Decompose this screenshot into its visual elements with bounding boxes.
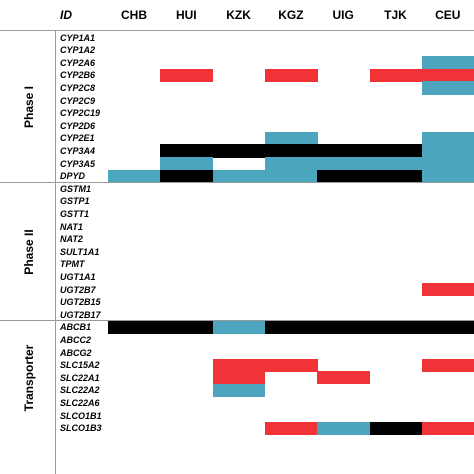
heatmap-cell-cyp3a5-tjk xyxy=(369,157,423,171)
gene-label-gstm1: GSTM1 xyxy=(60,183,92,194)
heatmap-cell-slc15a2-kgz xyxy=(264,358,318,372)
gene-label-nat1: NAT1 xyxy=(60,221,83,232)
gene-label-ugt2b15: UGT2B15 xyxy=(60,297,101,308)
gene-label-cyp3a4: CYP3A4 xyxy=(60,145,96,156)
heatmap-cell-dpyd-hui xyxy=(160,169,214,183)
heatmap-cell-cyp3a4-hui xyxy=(160,144,214,158)
heatmap-cell-slc15a2-ceu xyxy=(421,358,474,372)
gene-label-tpmt: TPMT xyxy=(60,259,85,270)
heatmap-cell-abcb1-ceu xyxy=(421,320,474,334)
gene-label-ugt2b7: UGT2B7 xyxy=(60,284,96,295)
heatmap-cell-cyp3a4-kzk xyxy=(212,144,266,158)
gene-label-cyp2b6: CYP2B6 xyxy=(60,70,96,81)
gene-label-cyp2a6: CYP2A6 xyxy=(60,57,96,68)
gene-label-cyp3a5: CYP3A5 xyxy=(60,158,96,169)
gene-label-slco1b3: SLCO1B3 xyxy=(60,423,102,434)
group-label-phase-i: Phase I xyxy=(22,85,36,128)
gene-label-dpyd: DPYD xyxy=(60,171,86,182)
heatmap-cell-abcb1-chb xyxy=(108,320,161,334)
column-label-tjk: TJK xyxy=(384,8,407,22)
gene-label-ugt2b17: UGT2B17 xyxy=(60,309,101,320)
gene-label-gstt1: GSTT1 xyxy=(60,208,90,219)
gene-label-abcc2: ABCC2 xyxy=(60,334,92,345)
gene-label-cyp2e1: CYP2E1 xyxy=(60,133,95,144)
gene-label-cyp2d6: CYP2D6 xyxy=(60,120,96,131)
gene-label-slc22a2: SLC22A2 xyxy=(60,385,100,396)
heatmap-cell-abcb1-tjk xyxy=(369,320,423,334)
gene-label-abcb1: ABCB1 xyxy=(60,322,92,333)
id-column-label: ID xyxy=(60,8,72,22)
column-label-chb: CHB xyxy=(121,8,147,22)
heatmap-cell-ugt2b7-ceu xyxy=(421,283,474,297)
gene-label-gstp1: GSTP1 xyxy=(60,196,90,207)
column-label-ceu: CEU xyxy=(435,8,461,22)
heatmap-cell-dpyd-tjk xyxy=(369,169,423,183)
column-label-uig: UIG xyxy=(332,8,354,22)
group-divider xyxy=(0,181,474,183)
heatmap-cell-cyp3a4-uig xyxy=(317,144,371,158)
group-label-phase-ii: Phase II xyxy=(22,228,36,275)
heatmap-cell-cyp2e1-kgz xyxy=(264,131,318,145)
heatmap-cell-slc22a2-kzk xyxy=(212,383,266,397)
column-label-kgz: KGZ xyxy=(278,8,304,22)
heatmap-cell-cyp3a4-kgz xyxy=(264,144,318,158)
gene-label-sult1a1: SULT1A1 xyxy=(60,246,100,257)
gene-label-ugt1a1: UGT1A1 xyxy=(60,271,96,282)
heatmap-cell-abcb1-uig xyxy=(317,320,371,334)
heatmap-cell-dpyd-ceu xyxy=(421,169,474,183)
column-label-hui: HUI xyxy=(175,8,197,22)
heatmap-cell-abcb1-kzk xyxy=(212,320,266,334)
column-label-kzk: KZK xyxy=(226,8,251,22)
gene-label-abcg2: ABCG2 xyxy=(60,347,92,358)
heatmap-cell-slc15a2-kzk xyxy=(212,358,266,372)
gene-label-cyp1a2: CYP1A2 xyxy=(60,45,96,56)
heatmap-cell-slco1b3-uig xyxy=(317,421,371,435)
heatmap-cell-dpyd-chb xyxy=(108,169,161,183)
heatmap-cell-cyp2b6-tjk xyxy=(369,68,423,82)
gene-label-cyp2c9: CYP2C9 xyxy=(60,95,96,106)
heatmap-cell-cyp2a6-ceu xyxy=(421,56,474,70)
heatmap-cell-slc22a1-kzk xyxy=(212,371,266,385)
gene-label-slc15a2: SLC15A2 xyxy=(60,360,100,371)
heatmap-cell-dpyd-uig xyxy=(317,169,371,183)
heatmap-cell-cyp3a5-kgz xyxy=(264,157,318,171)
heatmap-cell-cyp2c8-ceu xyxy=(421,81,474,95)
gene-label-slco1b1: SLCO1B1 xyxy=(60,410,102,421)
gene-label-nat2: NAT2 xyxy=(60,234,83,245)
column-header-row: ID CHB HUI KZK KGZ UIG TJK CEU xyxy=(0,0,474,31)
gene-label-cyp1a1: CYP1A1 xyxy=(60,32,96,43)
heatmap-cell-cyp3a5-uig xyxy=(317,157,371,171)
heatmap-cell-cyp3a4-ceu xyxy=(421,144,474,158)
group-label-transporter: Transporter xyxy=(22,344,36,411)
heatmap-cell-cyp2b6-hui xyxy=(160,68,214,82)
heatmap-cell-cyp2e1-ceu xyxy=(421,131,474,145)
heatmap-cell-slco1b3-ceu xyxy=(421,421,474,435)
label-divider xyxy=(55,30,56,474)
heatmap-cell-slco1b3-kgz xyxy=(264,421,318,435)
gene-label-slc22a1: SLC22A1 xyxy=(60,372,100,383)
heatmap-cell-slc22a1-uig xyxy=(317,371,371,385)
gene-label-slc22a6: SLC22A6 xyxy=(60,397,100,408)
heatmap-cell-abcb1-hui xyxy=(160,320,214,334)
heatmap-cell-cyp2b6-kgz xyxy=(264,68,318,82)
heatmap-cell-cyp3a5-ceu xyxy=(421,157,474,171)
heatmap-cell-cyp3a4-tjk xyxy=(369,144,423,158)
gene-label-cyp2c19: CYP2C19 xyxy=(60,108,101,119)
gene-label-cyp2c8: CYP2C8 xyxy=(60,82,96,93)
heatmap-cell-abcb1-kgz xyxy=(264,320,318,334)
heatmap-cell-cyp2b6-ceu xyxy=(421,68,474,82)
heatmap-cell-dpyd-kzk xyxy=(212,169,266,183)
heatmap-cell-cyp3a5-hui xyxy=(160,157,214,171)
heatmap-cell-dpyd-kgz xyxy=(264,169,318,183)
heatmap-cell-slco1b3-tjk xyxy=(369,421,423,435)
